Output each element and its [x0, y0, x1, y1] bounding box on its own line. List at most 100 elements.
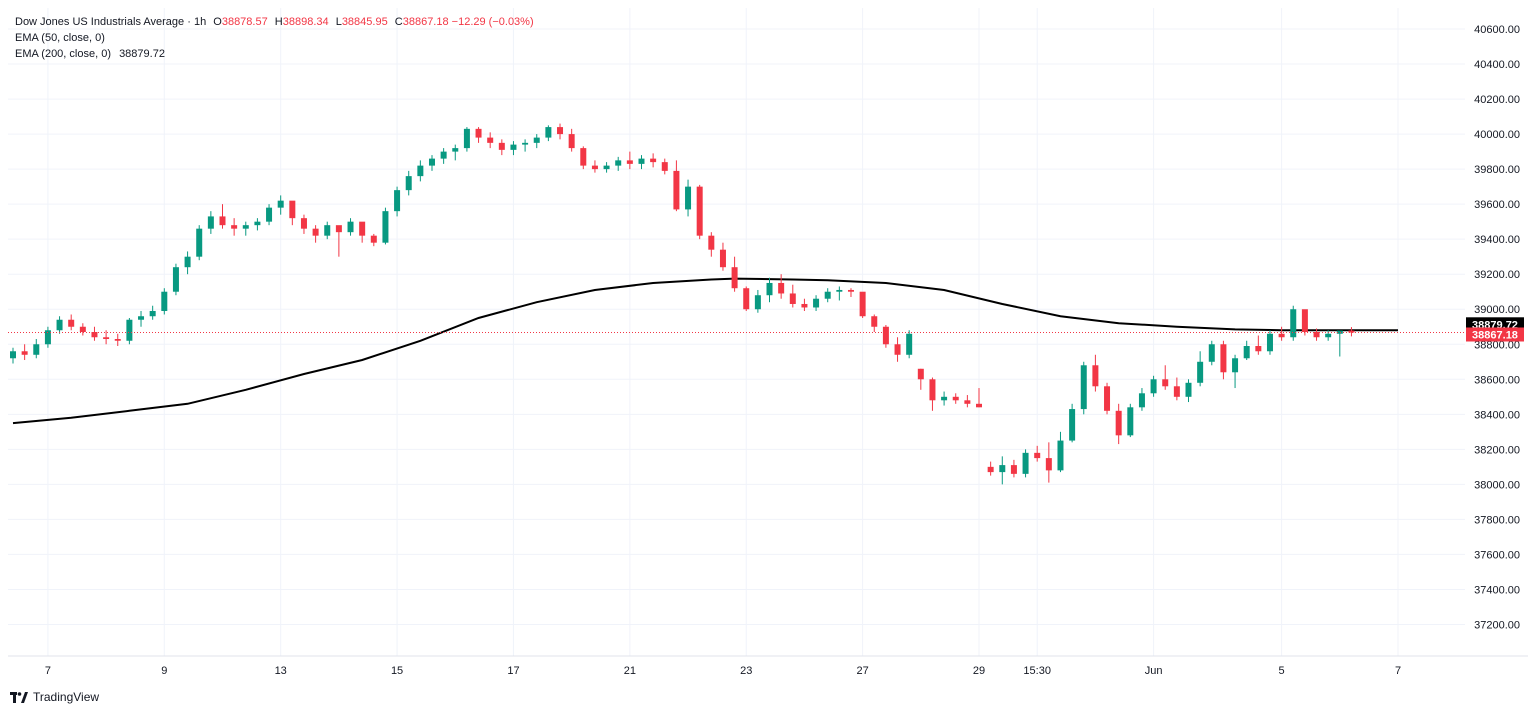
- candle-body: [313, 229, 319, 236]
- candle: [1092, 355, 1098, 392]
- candle-body: [1302, 309, 1308, 332]
- candle: [196, 225, 202, 260]
- tradingview-logo[interactable]: TradingView: [10, 690, 99, 704]
- candle: [80, 323, 86, 335]
- candle-body: [1046, 458, 1052, 470]
- y-tick-label: 39400.00: [1474, 234, 1520, 246]
- candle: [1162, 365, 1168, 390]
- y-tick-label: 38000.00: [1474, 479, 1520, 491]
- y-tick-label: 40000.00: [1474, 129, 1520, 141]
- candle-body: [941, 397, 947, 401]
- y-tick-label: 40200.00: [1474, 94, 1520, 106]
- candle-body: [1023, 453, 1029, 474]
- candle: [1279, 327, 1285, 341]
- candle: [464, 127, 470, 152]
- candle: [510, 141, 516, 155]
- last-price-tag: 38867.18: [1472, 329, 1518, 341]
- candle-body: [1081, 365, 1087, 409]
- candle: [848, 288, 854, 297]
- candle: [767, 278, 773, 303]
- candle-body: [1057, 441, 1063, 471]
- candle: [627, 152, 633, 170]
- interval[interactable]: 1h: [194, 16, 206, 28]
- symbol-name[interactable]: Dow Jones US Industrials Average: [15, 16, 184, 28]
- y-tick-label: 39800.00: [1474, 164, 1520, 176]
- candle: [697, 185, 703, 239]
- candle: [1337, 331, 1343, 357]
- candle-body: [836, 290, 842, 292]
- candle: [813, 295, 819, 311]
- candle-body: [161, 292, 167, 311]
- candle: [429, 155, 435, 171]
- candle: [953, 393, 959, 404]
- candle-body: [499, 143, 505, 150]
- candle: [836, 286, 842, 300]
- candle-body: [1279, 334, 1285, 338]
- x-tick-label: 15:30: [1023, 665, 1051, 677]
- x-tick-label: 15: [391, 665, 403, 677]
- y-tick-label: 39600.00: [1474, 199, 1520, 211]
- candle: [1255, 336, 1261, 355]
- candle: [1290, 306, 1296, 341]
- candle: [208, 211, 214, 234]
- candle-body: [476, 129, 482, 138]
- legend-ema50-row[interactable]: EMA (50, close, 0): [15, 30, 534, 46]
- candle-body: [103, 337, 109, 339]
- y-tick-label: 38600.00: [1474, 374, 1520, 386]
- candle: [1081, 362, 1087, 415]
- candle-body: [964, 400, 970, 404]
- candle-body: [1104, 386, 1110, 411]
- candle-body: [638, 159, 644, 164]
- candle: [1034, 446, 1040, 462]
- y-tick-label: 40400.00: [1474, 59, 1520, 71]
- candle-body: [219, 216, 225, 225]
- candle: [1186, 379, 1192, 402]
- candle-body: [441, 152, 447, 159]
- candle: [394, 187, 400, 217]
- candle: [487, 132, 493, 148]
- candle: [895, 337, 901, 362]
- candle: [1104, 383, 1110, 415]
- candle-body: [1186, 383, 1192, 397]
- candle: [988, 462, 994, 476]
- open-label: O: [213, 16, 222, 28]
- candle: [1023, 449, 1029, 477]
- candle-body: [254, 222, 260, 226]
- candle-body: [976, 404, 982, 408]
- candle: [231, 218, 237, 236]
- price-chart[interactable]: 37200.0037400.0037600.0037800.0038000.00…: [0, 0, 1536, 714]
- candle: [976, 388, 982, 407]
- high-label: H: [275, 16, 283, 28]
- candle-body: [604, 166, 610, 170]
- candle-body: [988, 467, 994, 472]
- candle-body: [173, 267, 179, 292]
- x-tick-label: 13: [275, 665, 287, 677]
- low-value: 38845.95: [342, 16, 388, 28]
- candle: [161, 288, 167, 314]
- candle-body: [1034, 453, 1040, 458]
- candle-body: [1092, 365, 1098, 386]
- candle-body: [510, 145, 516, 150]
- candle-body: [848, 290, 854, 292]
- candle-body: [1069, 409, 1075, 441]
- candle: [91, 327, 97, 341]
- open-value: 38878.57: [222, 16, 268, 28]
- candle: [313, 225, 319, 243]
- candle-body: [685, 187, 691, 210]
- candle: [860, 292, 866, 318]
- candle: [371, 234, 377, 246]
- candle-body: [336, 225, 342, 232]
- candle-body: [580, 148, 586, 166]
- candle-body: [33, 344, 39, 355]
- candle: [790, 285, 796, 308]
- candle: [580, 146, 586, 169]
- candle-body: [615, 160, 621, 165]
- ema200-value: 38879.72: [119, 48, 165, 60]
- candle-body: [243, 225, 249, 229]
- candle-body: [68, 320, 74, 327]
- candle: [685, 180, 691, 217]
- candle: [743, 286, 749, 311]
- candle: [452, 145, 458, 161]
- legend-ema200-row[interactable]: EMA (200, close, 0) 38879.72: [15, 46, 534, 62]
- candle-body: [208, 216, 214, 228]
